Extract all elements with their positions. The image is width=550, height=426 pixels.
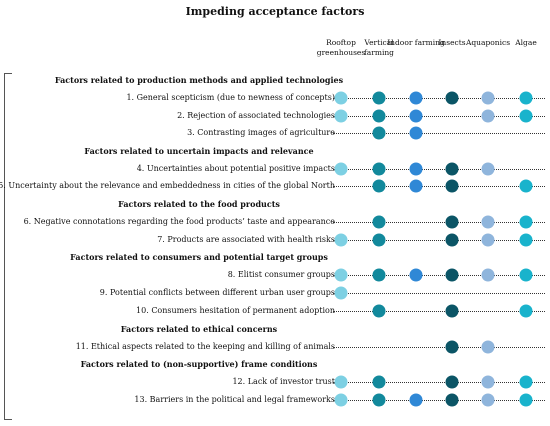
column-header: Aquaponics xyxy=(465,38,511,47)
factor-dot xyxy=(519,304,533,318)
factor-dot xyxy=(409,393,423,407)
factor-dot xyxy=(481,162,495,176)
dotted-guide-line xyxy=(333,311,545,312)
factor-dot xyxy=(372,109,386,123)
factor-dot xyxy=(409,268,423,282)
factor-dot xyxy=(409,109,423,123)
dotted-guide-line xyxy=(333,400,545,401)
factor-dot xyxy=(481,215,495,229)
factor-dot xyxy=(519,393,533,407)
factor-dot xyxy=(519,109,533,123)
factor-dot xyxy=(519,91,533,105)
factor-dot xyxy=(445,375,459,389)
factor-dot xyxy=(481,91,495,105)
factor-label: 2. Rejection of associated technologies xyxy=(177,111,335,120)
factor-label: 4. Uncertainties about potential positiv… xyxy=(136,164,335,173)
factor-dot xyxy=(519,215,533,229)
dotted-guide-line xyxy=(333,98,545,99)
factor-dot xyxy=(445,215,459,229)
factor-dot xyxy=(445,393,459,407)
section-heading: Factors related to (non-supportive) fram… xyxy=(80,359,318,369)
dotted-guide-line xyxy=(333,240,545,241)
factor-dot xyxy=(481,233,495,247)
dotted-guide-line xyxy=(333,293,545,294)
factor-dot xyxy=(334,393,348,407)
dotted-guide-line xyxy=(333,116,545,117)
factor-label: 8. Elitist consumer groups xyxy=(227,270,335,279)
factor-dot xyxy=(372,91,386,105)
factor-dot xyxy=(409,179,423,193)
factor-dot xyxy=(445,233,459,247)
factor-dot xyxy=(481,393,495,407)
factor-dot xyxy=(372,162,386,176)
factor-dot xyxy=(445,162,459,176)
dotted-guide-line xyxy=(333,133,545,134)
factor-label: 5. Uncertainty about the relevance and e… xyxy=(0,181,335,190)
factor-dot xyxy=(519,233,533,247)
factor-dot xyxy=(372,393,386,407)
dotted-guide-line xyxy=(333,347,545,348)
factor-dot xyxy=(334,162,348,176)
factor-dot xyxy=(334,91,348,105)
factor-dot xyxy=(372,126,386,140)
factor-dot xyxy=(481,375,495,389)
factor-dot xyxy=(409,126,423,140)
column-header: Algae xyxy=(515,38,537,47)
factor-dot xyxy=(334,268,348,282)
column-header: Insects xyxy=(438,38,466,47)
factor-dot xyxy=(372,304,386,318)
dotted-guide-line xyxy=(333,382,545,383)
dotted-guide-line xyxy=(333,186,545,187)
factor-dot xyxy=(481,268,495,282)
factor-dot xyxy=(445,179,459,193)
factor-label: 1. General scepticism (due to newness of… xyxy=(126,93,335,102)
factor-label: 12. Lack of investor trust xyxy=(232,377,335,386)
factor-dot xyxy=(409,91,423,105)
factor-dot xyxy=(445,91,459,105)
factor-dot xyxy=(372,375,386,389)
section-heading: Factors related to the food products xyxy=(118,199,280,209)
diagram-title: Impeding acceptance factors xyxy=(185,5,365,18)
section-heading: Factors related to ethical concerns xyxy=(120,324,278,334)
section-heading: Factors related to production methods an… xyxy=(54,75,344,85)
dotted-guide-line xyxy=(333,275,545,276)
factor-dot xyxy=(334,109,348,123)
factor-dot xyxy=(372,215,386,229)
factor-dot xyxy=(334,233,348,247)
factor-dot xyxy=(519,268,533,282)
factor-label: 10. Consumers hesitation of permanent ad… xyxy=(136,306,335,315)
factor-dot xyxy=(445,268,459,282)
left-bracket xyxy=(4,73,12,420)
section-heading: Factors related to consumers and potenti… xyxy=(70,252,328,262)
dotted-guide-line xyxy=(333,169,545,170)
factor-dot xyxy=(519,179,533,193)
factor-label: 3. Contrasting images of agriculture xyxy=(187,128,335,137)
factor-dot xyxy=(445,340,459,354)
dotted-guide-line xyxy=(333,222,545,223)
factor-dot xyxy=(372,179,386,193)
factor-dot xyxy=(372,268,386,282)
factor-dot xyxy=(481,109,495,123)
factor-label: 11. Ethical aspects related to the keepi… xyxy=(75,342,335,351)
factor-dot xyxy=(409,162,423,176)
factor-dot xyxy=(372,233,386,247)
factor-label: 7. Products are associated with health r… xyxy=(157,235,335,244)
factor-label: 13. Barriers in the political and legal … xyxy=(134,395,335,404)
column-header: Vertical farming xyxy=(364,38,394,57)
factor-dot xyxy=(334,375,348,389)
factor-dot xyxy=(334,286,348,300)
factor-dot xyxy=(519,375,533,389)
column-header: Indoor farming xyxy=(387,38,445,47)
factor-dot xyxy=(481,340,495,354)
section-heading: Factors related to uncertain impacts and… xyxy=(84,146,314,156)
factor-label: 6. Negative connotations regarding the f… xyxy=(23,217,335,226)
column-header: Rooftop greenhouses xyxy=(316,38,366,57)
factor-label: 9. Potential conflicts between different… xyxy=(99,288,335,297)
factor-dot xyxy=(445,304,459,318)
